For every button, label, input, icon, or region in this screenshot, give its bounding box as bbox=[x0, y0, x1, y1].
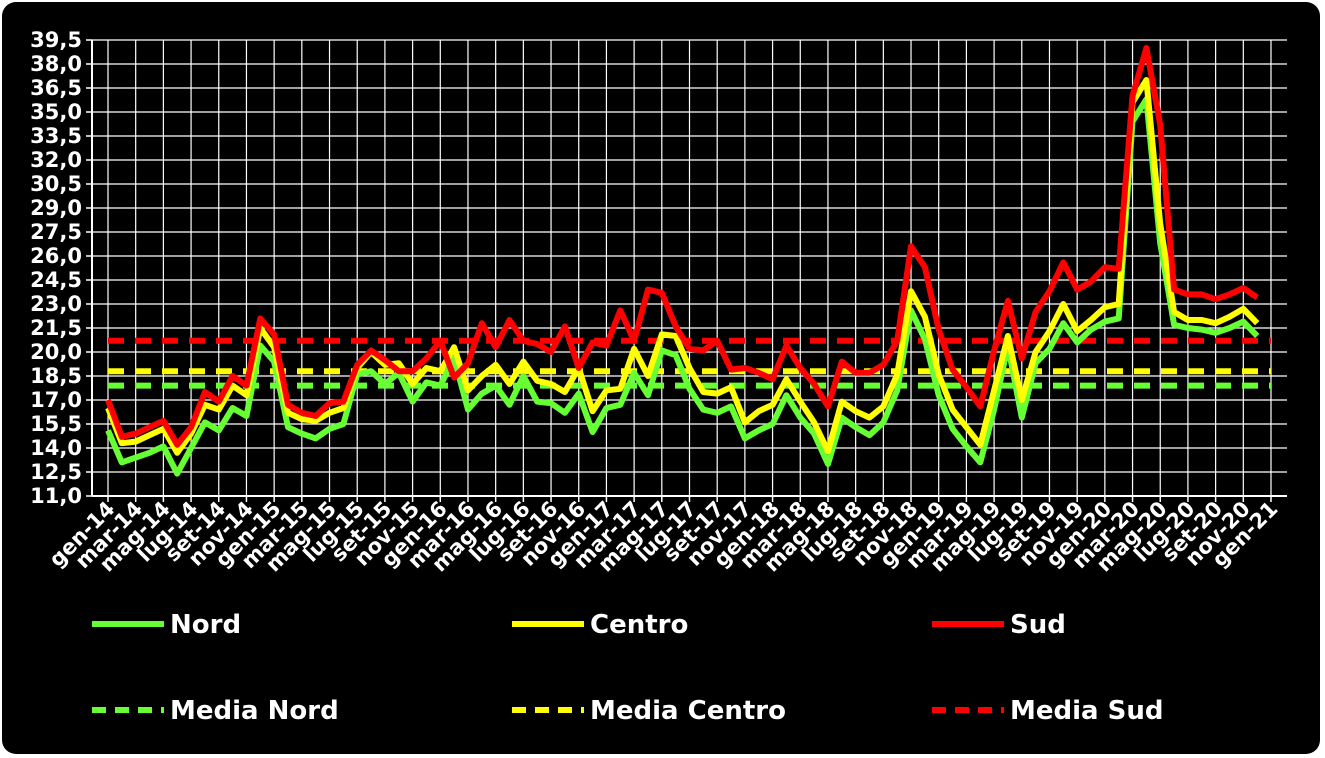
series-lines bbox=[105, 45, 1271, 477]
legend-label-centro: Centro bbox=[590, 610, 688, 640]
y-tick-label: 32,0 bbox=[30, 148, 82, 172]
y-tick-label: 27,5 bbox=[30, 220, 82, 244]
y-tick-label: 12,5 bbox=[30, 460, 82, 484]
legend-label-media-nord: Media Nord bbox=[170, 696, 339, 726]
x-axis-ticks: gen-14mar-14mag-14lug-14set-14nov-14gen-… bbox=[44, 496, 1283, 576]
y-tick-label: 17,0 bbox=[30, 388, 82, 412]
y-tick-label: 24,5 bbox=[30, 268, 82, 292]
y-axis-ticks: 11,012,514,015,517,018,520,021,523,024,5… bbox=[30, 28, 92, 508]
y-tick-label: 30,5 bbox=[30, 172, 82, 196]
y-tick-label: 35,0 bbox=[30, 100, 82, 124]
y-tick-label: 14,0 bbox=[30, 436, 82, 460]
y-tick-label: 26,0 bbox=[30, 244, 82, 268]
y-tick-label: 39,5 bbox=[30, 28, 82, 52]
legend-label-nord: Nord bbox=[170, 610, 241, 640]
series-line-nord bbox=[105, 96, 1260, 477]
y-tick-label: 36,5 bbox=[30, 76, 82, 100]
legend-label-sud: Sud bbox=[1010, 610, 1066, 640]
legend-label-media-centro: Media Centro bbox=[590, 696, 786, 726]
legend: Nord Centro Sud Media Nord Media Centro Media… bbox=[92, 610, 1163, 726]
y-tick-label: 33,5 bbox=[30, 124, 82, 148]
y-tick-label: 23,0 bbox=[30, 292, 82, 316]
legend-label-media-sud: Media Sud bbox=[1010, 696, 1163, 726]
y-tick-label: 29,0 bbox=[30, 196, 82, 220]
y-tick-label: 15,5 bbox=[30, 412, 82, 436]
y-tick-label: 20,0 bbox=[30, 340, 82, 364]
y-tick-label: 18,5 bbox=[30, 364, 82, 388]
series-line-sud bbox=[105, 45, 1259, 448]
y-tick-label: 38,0 bbox=[30, 52, 82, 76]
series-line-centro bbox=[105, 77, 1260, 456]
y-tick-label: 11,0 bbox=[30, 484, 82, 508]
y-tick-label: 21,5 bbox=[30, 316, 82, 340]
